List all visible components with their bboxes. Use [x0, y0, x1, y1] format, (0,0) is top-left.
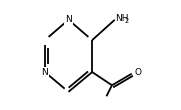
Text: N: N [41, 68, 48, 77]
Text: 2: 2 [124, 18, 129, 24]
Text: N: N [65, 15, 72, 24]
Text: O: O [134, 68, 142, 77]
Text: NH: NH [115, 14, 129, 23]
